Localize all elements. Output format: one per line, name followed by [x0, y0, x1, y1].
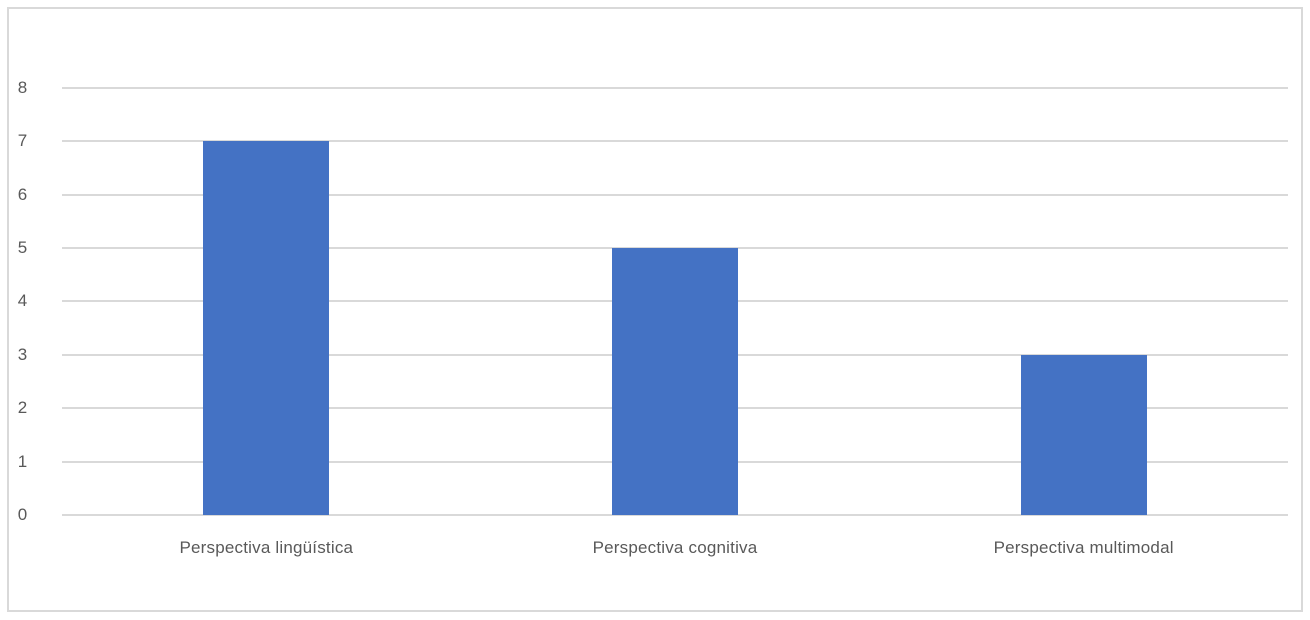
gridline [62, 193, 1288, 196]
bar-2 [612, 248, 738, 515]
y-tick-label: 3 [17, 344, 28, 364]
chart-outer-frame [7, 7, 1303, 612]
y-tick-label: 4 [17, 291, 28, 311]
y-tick-label: 1 [17, 451, 28, 471]
gridline [62, 140, 1288, 143]
gridline [62, 86, 1288, 89]
y-tick-label: 6 [17, 184, 28, 204]
bar-1 [203, 141, 330, 515]
y-tick-label: 2 [17, 398, 28, 418]
gridline [62, 514, 1288, 516]
y-tick-label: 0 [17, 505, 28, 524]
bar-3 [1020, 354, 1147, 515]
y-tick-label: 7 [17, 131, 28, 151]
category-label: Perspectiva multimodal [993, 538, 1174, 557]
y-axis: 0 1 2 3 4 5 6 7 8 [0, 0, 45, 620]
y-tick-label: 5 [17, 238, 28, 257]
category-label: Perspectiva cognitiva [592, 538, 758, 557]
category-label: Perspectiva lingüística [179, 538, 354, 557]
plot-area [62, 0, 1288, 620]
y-tick-label: 8 [17, 77, 28, 97]
